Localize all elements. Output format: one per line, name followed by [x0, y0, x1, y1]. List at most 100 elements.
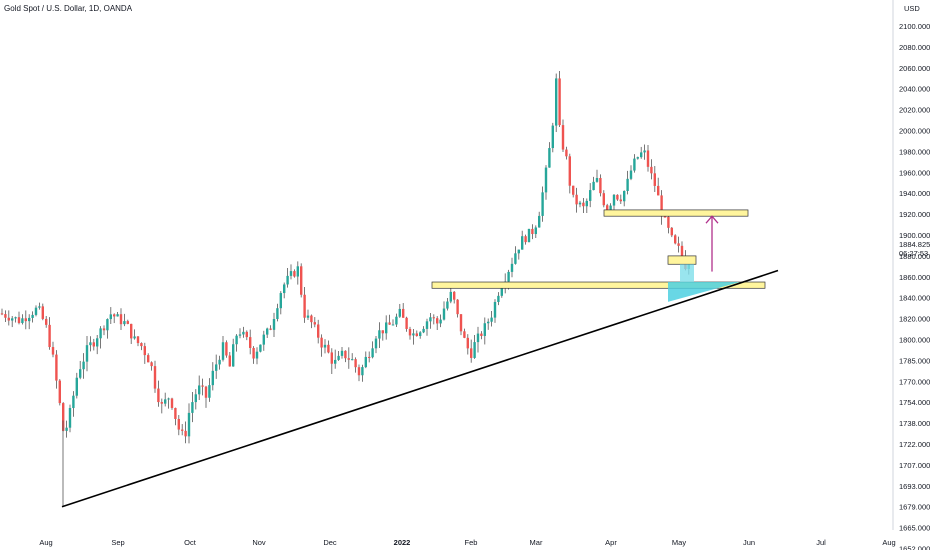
y-tick-label: 1880.000: [899, 252, 930, 261]
candle-body: [245, 331, 248, 338]
y-tick-label: 2100.000: [899, 22, 930, 31]
y-tick-label: 1693.000: [899, 482, 930, 491]
candle-body: [187, 412, 191, 437]
candle-body: [551, 125, 554, 149]
y-tick-label: 1980.000: [899, 147, 930, 156]
candle-body: [262, 334, 265, 345]
candle-body: [677, 243, 680, 246]
candle-body: [41, 306, 44, 319]
candle-body: [680, 245, 684, 257]
candle-body: [327, 344, 330, 353]
candle-body: [116, 314, 119, 317]
candle-body: [255, 351, 259, 359]
candle-body: [102, 328, 106, 331]
candle-body: [62, 403, 65, 431]
candle-body: [385, 322, 388, 334]
candle-body: [636, 157, 639, 159]
candle-body: [266, 328, 269, 335]
candle-body: [276, 308, 279, 320]
candle-body: [538, 215, 541, 228]
y-tick-label: 2020.000: [899, 106, 930, 115]
candle-body: [242, 331, 245, 335]
candle-body: [623, 191, 626, 202]
candle-body: [582, 202, 585, 207]
candle-body: [323, 344, 327, 348]
candle-body: [674, 235, 677, 244]
candle-body: [507, 271, 510, 282]
candle-body: [640, 152, 643, 158]
candle-body: [667, 216, 670, 228]
candle-body: [374, 338, 378, 349]
candle-body: [272, 319, 276, 330]
y-tick-label: 1800.000: [899, 336, 930, 345]
candle-body: [153, 366, 157, 389]
x-tick-label: 2022: [394, 538, 411, 547]
candle-body: [249, 337, 252, 348]
y-tick-label: 1722.000: [899, 440, 930, 449]
candle-body: [643, 150, 646, 153]
candle-body: [96, 338, 99, 347]
candle-body: [395, 316, 398, 325]
candle-body: [130, 323, 133, 339]
candle-body: [235, 335, 238, 345]
y-tick-label: 1785.000: [899, 356, 930, 365]
candle-body: [517, 249, 520, 254]
candle-body: [208, 385, 211, 398]
candle-body: [24, 318, 27, 322]
candle-body: [28, 317, 31, 322]
candle-body: [320, 337, 323, 348]
candle-body: [21, 318, 24, 324]
candle-body: [143, 346, 146, 356]
x-tick-label: Apr: [605, 538, 617, 547]
candle-body: [150, 362, 153, 367]
candle-body: [575, 194, 578, 205]
candle-body: [663, 216, 667, 218]
y-tick-label: 1754.000: [899, 398, 930, 407]
candle-body: [422, 328, 425, 333]
candle-body: [378, 330, 381, 339]
candle-body: [592, 181, 595, 191]
candle-body: [225, 342, 228, 356]
candle-body: [497, 295, 500, 302]
candle-body: [201, 385, 204, 387]
candle-body: [136, 336, 140, 344]
candle-body: [391, 324, 395, 326]
up-arrow-head: [705, 215, 719, 224]
candle-body: [75, 377, 78, 396]
y-tick-label: 2040.000: [899, 85, 930, 94]
candle-body: [177, 418, 180, 430]
candle-body: [626, 178, 629, 192]
candle-body: [300, 266, 303, 295]
candle-body: [7, 317, 10, 321]
candle-body: [561, 125, 565, 150]
candle-body: [92, 342, 95, 347]
candle-body: [531, 228, 534, 235]
candle-body: [317, 324, 320, 338]
candle-body: [633, 158, 636, 171]
y-tick-label: 1940.000: [899, 189, 930, 198]
candle-body: [446, 301, 449, 309]
candle-body: [330, 352, 333, 364]
candle-body: [99, 328, 102, 339]
candle-body: [211, 370, 214, 386]
candle-body: [79, 369, 82, 378]
candle-body: [466, 337, 469, 349]
candle-body: [38, 306, 41, 308]
candle-body: [269, 328, 272, 330]
candle-body: [402, 308, 405, 318]
x-tick-label: Jun: [743, 538, 755, 547]
y-tick-label: 1840.000: [899, 294, 930, 303]
candle-body: [606, 205, 609, 211]
candle-body: [113, 314, 116, 317]
x-tick-label: Aug: [882, 538, 895, 547]
candle-body: [334, 359, 337, 364]
candle-body: [347, 358, 350, 360]
candle-body: [572, 185, 575, 195]
candle-body: [55, 354, 58, 381]
candle-body: [11, 318, 14, 321]
candle-body: [34, 307, 38, 315]
x-tick-label: May: [672, 538, 686, 547]
candle-body: [595, 178, 599, 182]
candle-body: [585, 200, 588, 207]
